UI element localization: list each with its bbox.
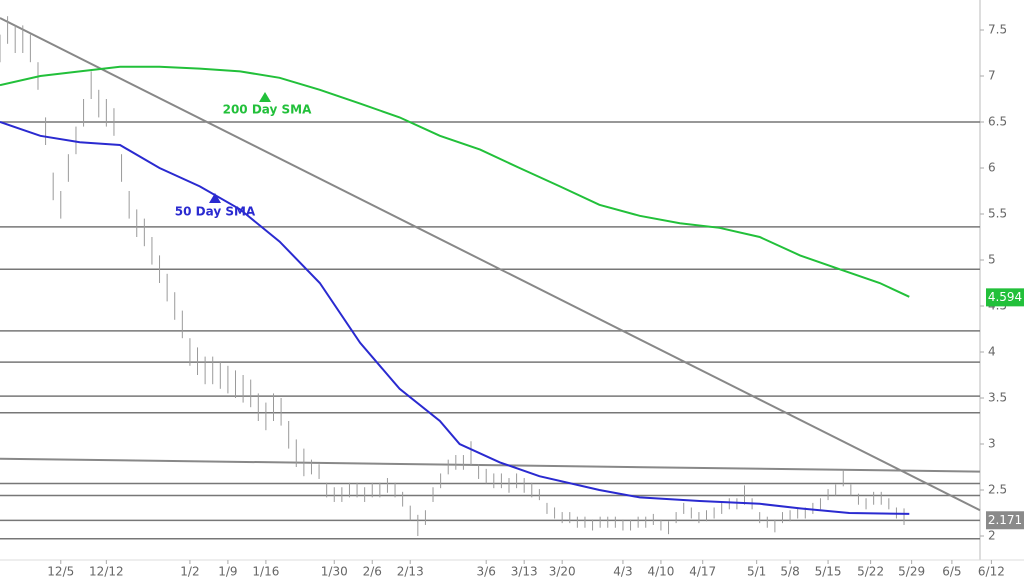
y-tick-label: 2 xyxy=(988,529,996,543)
price-label: 2.171 xyxy=(988,513,1022,527)
x-tick-label: 4/3 xyxy=(613,565,632,579)
price-label-box xyxy=(986,511,1024,530)
y-tick-label: 4 xyxy=(988,345,996,359)
x-tick-label: 1/9 xyxy=(218,565,237,579)
x-tick-label: 5/1 xyxy=(747,565,766,579)
x-tick-label: 12/5 xyxy=(47,565,74,579)
x-tick-label: 2/13 xyxy=(397,565,424,579)
x-tick-label: 2/6 xyxy=(363,565,382,579)
y-tick-label: 5.5 xyxy=(988,207,1007,221)
y-tick-label: 5 xyxy=(988,253,996,267)
y-tick-label: 6 xyxy=(988,161,996,175)
y-tick-label: 2.5 xyxy=(988,483,1007,497)
x-tick-label: 1/30 xyxy=(321,565,348,579)
annotation-arrow xyxy=(209,193,221,203)
x-tick-label: 4/17 xyxy=(689,565,716,579)
x-tick-label: 12/12 xyxy=(89,565,124,579)
x-tick-label: 4/10 xyxy=(647,565,674,579)
x-tick-label: 5/22 xyxy=(857,565,884,579)
sma-line xyxy=(0,65,910,298)
sma-line xyxy=(0,121,910,515)
y-tick-label: 3 xyxy=(988,437,996,451)
annotation-arrow xyxy=(259,92,271,102)
x-tick-label: 3/13 xyxy=(511,565,538,579)
x-tick-label: 5/8 xyxy=(780,565,799,579)
annotation-label: 200 Day SMA xyxy=(223,103,313,117)
price-label: 4.594 xyxy=(988,290,1022,304)
x-tick-label: 5/29 xyxy=(898,565,925,579)
x-tick-label: 5/15 xyxy=(815,565,842,579)
x-tick-label: 1/2 xyxy=(180,565,199,579)
trend-line xyxy=(0,17,981,512)
trend-line xyxy=(0,457,981,473)
price-label-box xyxy=(986,288,1024,307)
x-tick-label: 6/12 xyxy=(978,565,1005,579)
x-tick-label: 1/16 xyxy=(252,565,279,579)
x-tick-label: 3/20 xyxy=(549,565,576,579)
x-tick-label: 6/5 xyxy=(942,565,961,579)
y-tick-label: 7.5 xyxy=(988,23,1007,37)
x-tick-label: 3/6 xyxy=(477,565,496,579)
y-tick-label: 3.5 xyxy=(988,391,1007,405)
annotation-label: 50 Day SMA xyxy=(175,205,256,219)
y-tick-label: 6.5 xyxy=(988,115,1007,129)
y-tick-label: 7 xyxy=(988,69,996,83)
